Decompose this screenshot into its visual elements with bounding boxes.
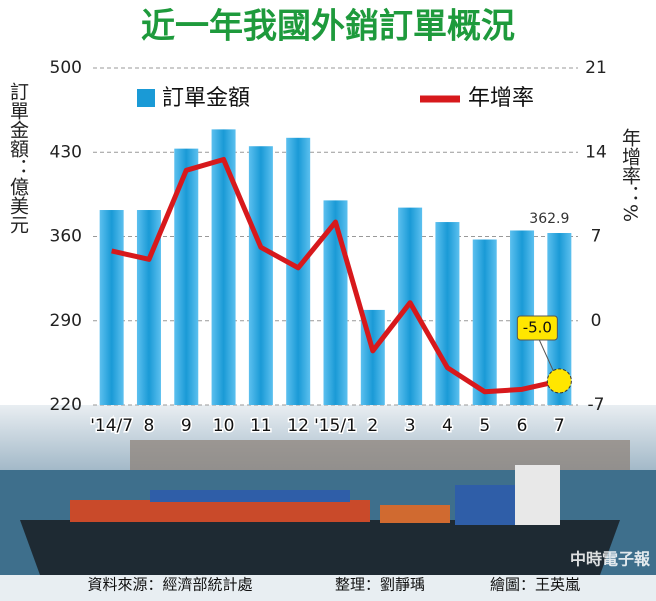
label-pointer bbox=[538, 339, 554, 372]
bar bbox=[286, 137, 311, 406]
chart-title: 近一年我國外銷訂單概況 bbox=[141, 7, 515, 47]
highlight bbox=[546, 368, 572, 394]
y2-tick-label: 7 bbox=[591, 227, 602, 247]
y-tick-label: 430 bbox=[50, 142, 82, 162]
x-tick-label: 9 bbox=[181, 416, 192, 436]
credit: 繪圖：王英嵐 bbox=[490, 576, 580, 594]
x-tick-label: 3 bbox=[405, 416, 416, 436]
bar bbox=[99, 210, 124, 405]
line bbox=[111, 156, 560, 395]
credit: 資料來源：經濟部統計處 bbox=[87, 576, 252, 594]
y2-tick-label: 21 bbox=[585, 58, 607, 78]
bar bbox=[435, 222, 460, 405]
legend-label: 年增率 bbox=[468, 86, 534, 111]
label-box bbox=[516, 315, 558, 341]
x-tick-label: 5 bbox=[479, 416, 490, 436]
x-tick-label: '15/1 bbox=[314, 416, 357, 436]
x-tick-label: 6 bbox=[517, 416, 528, 436]
x-tick-label: 7 bbox=[554, 416, 565, 436]
y2-tick-label: 0 bbox=[591, 311, 602, 331]
y-tick-label: 290 bbox=[50, 311, 82, 331]
photo-background bbox=[0, 405, 656, 601]
x-tick-label: 11 bbox=[250, 416, 272, 436]
watermark: 中時電子報 bbox=[570, 550, 651, 569]
x-tick-label: 8 bbox=[144, 416, 155, 436]
x-tick-label: 4 bbox=[442, 416, 453, 436]
credit: 整理：劉靜瑀 bbox=[335, 576, 425, 594]
y2-axis-label: 年增率：% bbox=[619, 128, 641, 222]
x-tick-label: 12 bbox=[287, 416, 309, 436]
bar bbox=[211, 129, 236, 405]
x-tick-label: 2 bbox=[367, 416, 378, 436]
data-label: -5.0 bbox=[523, 319, 552, 337]
legend-swatch bbox=[137, 89, 155, 107]
legend-label: 訂單金額 bbox=[162, 86, 250, 111]
y-tick-label: 360 bbox=[50, 227, 82, 247]
y-tick-label: 500 bbox=[50, 58, 82, 78]
y-axis-label: 訂單金額：億美元 bbox=[7, 82, 29, 234]
x-tick-label: '14/7 bbox=[90, 416, 133, 436]
y-tick-label: 220 bbox=[50, 395, 82, 415]
x-tick-label: 10 bbox=[213, 416, 235, 436]
bar bbox=[472, 239, 497, 405]
bar bbox=[248, 146, 273, 405]
y2-tick-label: 14 bbox=[585, 142, 607, 162]
data-label: 362.9 bbox=[529, 211, 569, 227]
y2-tick-label: -7 bbox=[588, 395, 605, 415]
